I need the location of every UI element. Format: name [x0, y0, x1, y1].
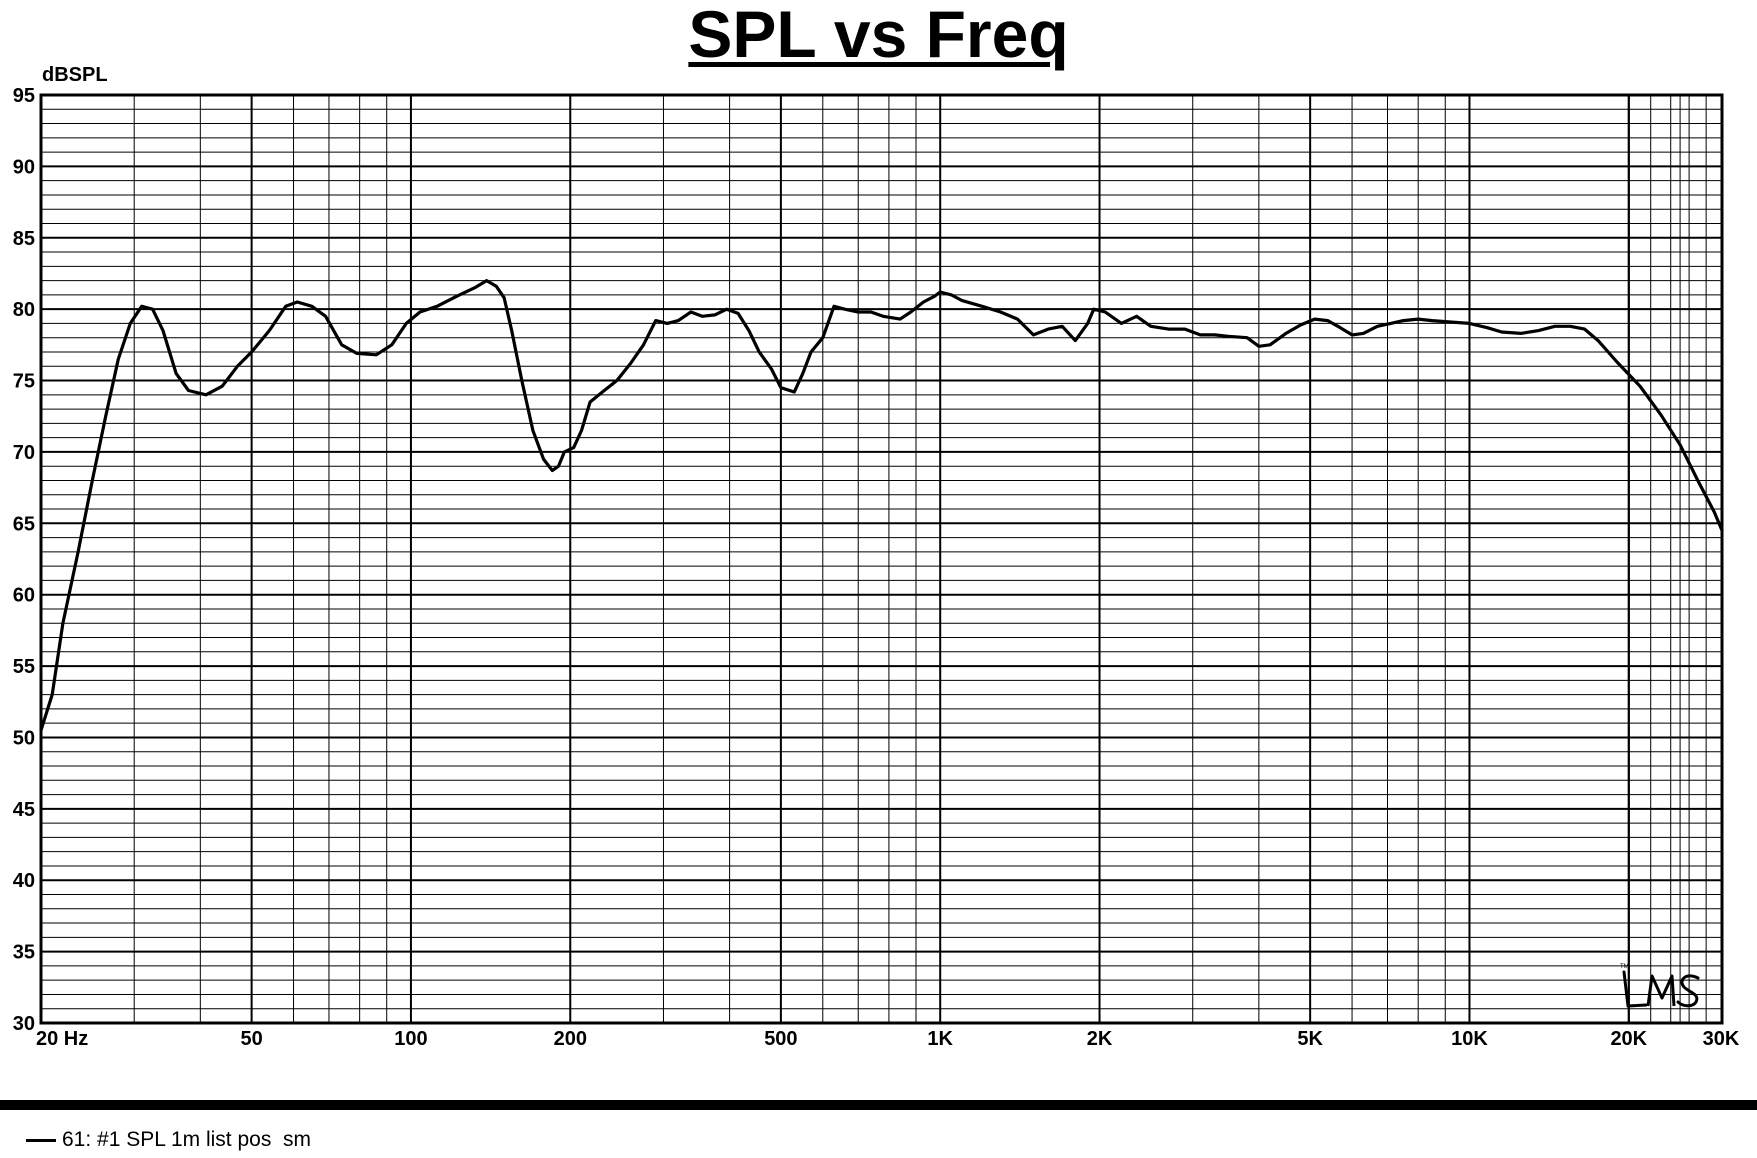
y-tick-label: 90 — [13, 156, 35, 178]
x-tick-label: 1K — [927, 1028, 953, 1050]
chart-title: SPL vs Freq — [688, 0, 1069, 71]
y-tick-label: 45 — [13, 799, 35, 821]
minor-grid — [41, 95, 1723, 1023]
y-tick-label: 85 — [13, 228, 35, 250]
svg-text:TM: TM — [1620, 964, 1629, 970]
x-tick-label: 20 Hz — [36, 1028, 88, 1050]
x-tick-label: 200 — [554, 1028, 587, 1050]
y-tick-label: 50 — [13, 727, 35, 749]
x-tick-label: 100 — [394, 1028, 427, 1050]
spl-series-line — [39, 279, 1724, 732]
x-tick-label: 20K — [1610, 1028, 1647, 1050]
series-layer — [39, 279, 1724, 732]
y-tick-label: 65 — [13, 513, 35, 535]
y-tick-label: 40 — [13, 870, 35, 892]
y-tick-label: 60 — [13, 585, 35, 607]
x-tick-labels: 20 Hz 50 100 200 500 1K 2K 5K 10K 20K 30K — [36, 1028, 1740, 1050]
x-tick-label: 30K — [1703, 1028, 1740, 1050]
x-tick-label: 5K — [1297, 1028, 1323, 1050]
footer-rule — [0, 1100, 1757, 1110]
x-tick-label: 500 — [764, 1028, 797, 1050]
y-axis-label: dBSPL — [42, 64, 108, 86]
y-tick-label: 55 — [13, 656, 35, 678]
legend-entry-label: 61: #1 SPL 1m list pos sm — [62, 1128, 311, 1151]
y-tick-label: 95 — [13, 85, 35, 107]
legend-line-swatch — [26, 1138, 56, 1142]
y-tick-label: 75 — [13, 371, 35, 393]
y-tick-label: 80 — [13, 299, 35, 321]
plot-frame — [39, 93, 1724, 1025]
y-tick-label: 70 — [13, 442, 35, 464]
legend: 61: #1 SPL 1m list pos sm — [26, 1126, 311, 1154]
y-tick-label: 30 — [13, 1013, 35, 1035]
x-tick-label: 2K — [1087, 1028, 1113, 1050]
y-tick-labels: 95 90 85 80 75 70 65 60 55 50 45 40 35 30 — [13, 85, 35, 1035]
x-tick-label: 50 — [240, 1028, 262, 1050]
y-tick-label: 35 — [13, 942, 35, 964]
lms-logo: TM — [1620, 964, 1700, 1008]
x-tick-label: 10K — [1451, 1028, 1488, 1050]
